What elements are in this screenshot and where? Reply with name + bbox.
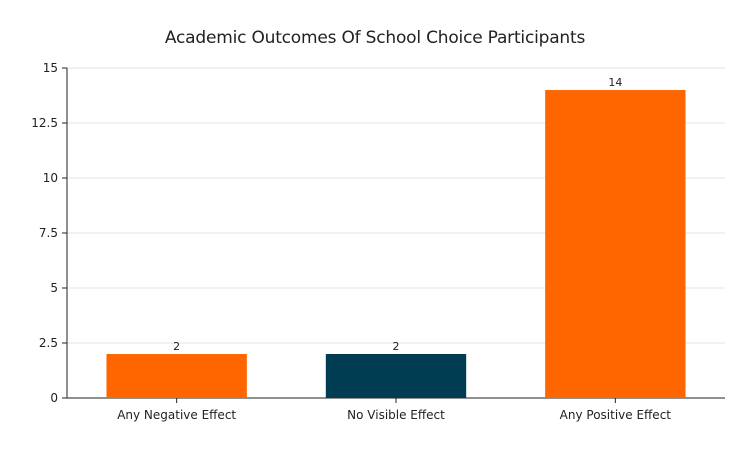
bar <box>325 354 467 398</box>
bar <box>106 354 247 398</box>
y-tick-label: 5 <box>50 281 58 295</box>
y-tick-label: 12.5 <box>31 116 58 130</box>
chart-title: Academic Outcomes Of School Choice Parti… <box>164 28 586 48</box>
bar <box>545 90 686 398</box>
x-tick-label: Any Negative Effect <box>117 408 236 422</box>
y-tick-label: 10 <box>43 171 58 185</box>
y-tick-label: 15 <box>43 61 58 75</box>
data-label: 2 <box>393 340 400 353</box>
y-tick-label: 2.5 <box>39 336 58 350</box>
x-tick-label: No Visible Effect <box>347 408 445 422</box>
data-label: 14 <box>608 76 622 89</box>
y-tick-label: 0 <box>50 391 58 405</box>
x-tick-label: Any Positive Effect <box>560 408 672 422</box>
y-tick-label: 7.5 <box>39 226 58 240</box>
data-label: 2 <box>173 340 180 353</box>
